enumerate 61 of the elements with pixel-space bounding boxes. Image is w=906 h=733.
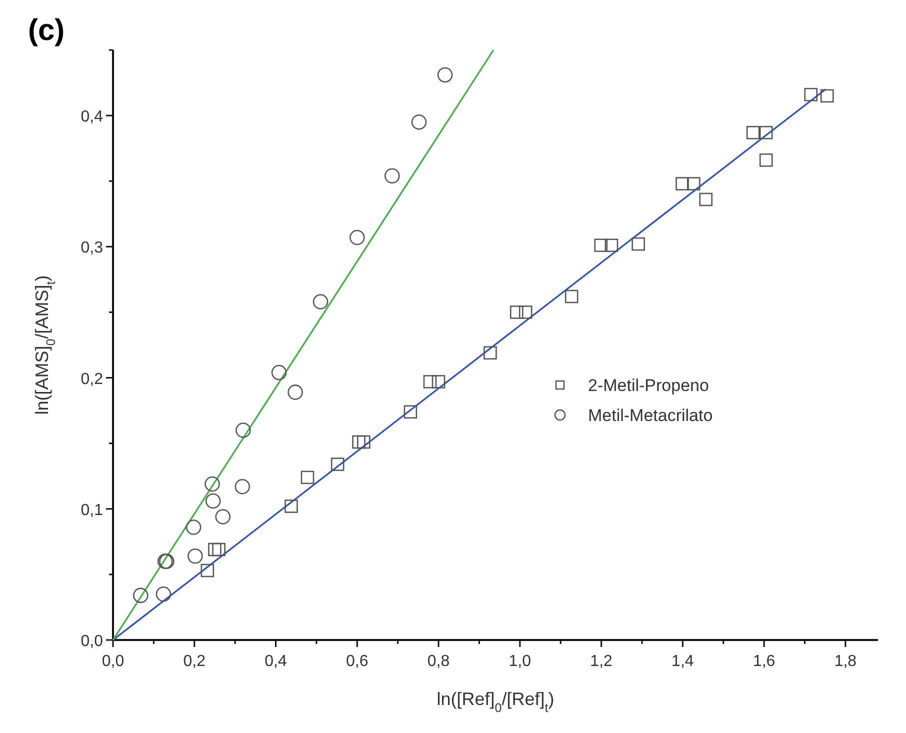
x-tick-label: 0,4 bbox=[264, 653, 287, 670]
x-tick-label: 1,0 bbox=[508, 653, 532, 670]
point bbox=[432, 375, 446, 388]
point bbox=[437, 67, 453, 83]
x-tick-label: 1,4 bbox=[672, 653, 694, 670]
point bbox=[215, 509, 231, 524]
point bbox=[350, 230, 365, 246]
point bbox=[384, 168, 400, 184]
x-tick-label: 1,8 bbox=[834, 653, 857, 670]
point bbox=[759, 153, 773, 167]
x-tick-label: 0,0 bbox=[102, 653, 124, 670]
point bbox=[234, 478, 250, 494]
y-tick-label: 0,2 bbox=[80, 370, 104, 388]
y-tick-label: 0,3 bbox=[80, 240, 104, 257]
point bbox=[205, 493, 221, 509]
y-tick-label: 0,0 bbox=[80, 633, 104, 650]
point bbox=[632, 237, 645, 251]
x-tick-label: 1,6 bbox=[752, 653, 776, 670]
point bbox=[510, 306, 524, 319]
point bbox=[746, 126, 760, 140]
chart-title: (c) bbox=[28, 14, 65, 47]
point bbox=[200, 564, 214, 578]
point bbox=[804, 88, 818, 102]
legend-label: 2-Metil-Propeno bbox=[588, 376, 709, 395]
legend-label: Metil-Metacrilato bbox=[588, 406, 713, 425]
point bbox=[188, 548, 203, 564]
point bbox=[564, 290, 578, 304]
point bbox=[212, 542, 226, 556]
point bbox=[699, 192, 713, 206]
point bbox=[423, 375, 437, 388]
point bbox=[271, 364, 287, 380]
point bbox=[312, 294, 328, 310]
point bbox=[284, 500, 298, 513]
point bbox=[357, 435, 370, 449]
x-tick-label: 0,6 bbox=[346, 653, 368, 670]
x-tick-label: 0,8 bbox=[427, 653, 450, 670]
point bbox=[484, 346, 497, 360]
point bbox=[518, 306, 532, 319]
point bbox=[676, 177, 689, 190]
point bbox=[133, 588, 148, 604]
point bbox=[204, 476, 220, 492]
x-axis-title: ln([Ref]$_{0}$/[Ref]$_{t}$) bbox=[436, 689, 554, 715]
y-tick-label: 0,4 bbox=[80, 108, 104, 126]
point bbox=[288, 384, 303, 400]
point bbox=[352, 435, 366, 449]
x-tick-label: 0,2 bbox=[183, 653, 206, 670]
point bbox=[236, 422, 251, 438]
x-tick-label: 1,2 bbox=[590, 653, 613, 670]
point bbox=[759, 126, 773, 140]
point bbox=[208, 542, 222, 556]
point bbox=[687, 177, 700, 190]
point bbox=[604, 238, 618, 252]
point bbox=[820, 89, 834, 103]
point bbox=[404, 405, 418, 419]
point bbox=[156, 586, 172, 602]
point bbox=[594, 238, 608, 252]
point bbox=[330, 458, 344, 471]
y-tick-label: 0,1 bbox=[80, 502, 104, 519]
point bbox=[186, 520, 202, 535]
point bbox=[411, 114, 427, 130]
point bbox=[300, 470, 314, 484]
